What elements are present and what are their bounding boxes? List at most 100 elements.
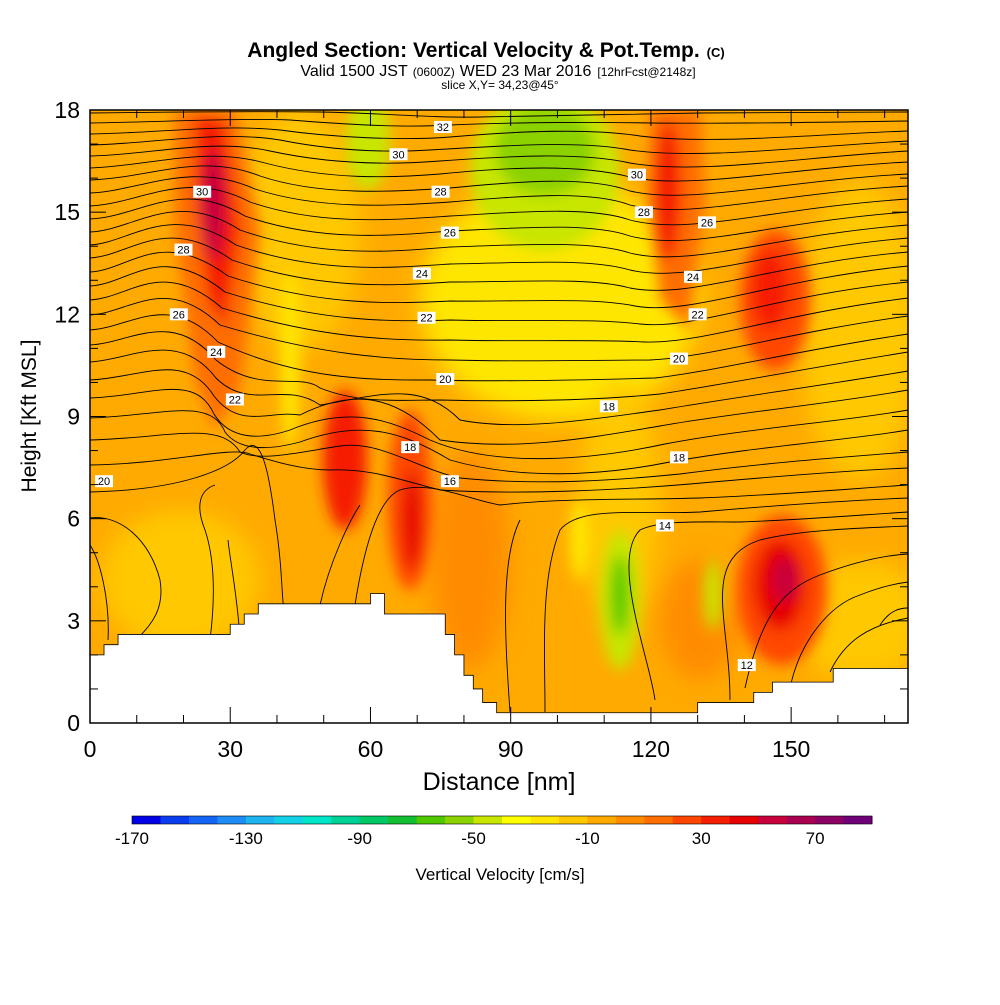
colorbar-swatch [729, 816, 759, 824]
contour-label: 24 [683, 270, 702, 284]
isentrope [90, 224, 908, 274]
contour-label-box [669, 352, 688, 365]
contour-label-text: 24 [416, 268, 428, 280]
y-axis-title: Height [Kft MSL] [18, 340, 41, 493]
plot-area: 32 30 30 30 28 28 28 26 26 26 24 24 24 22 22 22 20 20 20 18… [90, 110, 908, 723]
velocity-features [175, 110, 827, 670]
contour-label-text: 30 [196, 187, 208, 199]
contour-label: 22 [417, 311, 436, 325]
contour-label-text: 22 [229, 394, 241, 406]
field-patch [800, 180, 908, 480]
colorbar-swatch [644, 816, 674, 824]
contour-label-box [655, 519, 674, 532]
updraft-core [655, 120, 681, 260]
contour-label-box [433, 121, 452, 134]
chart-slice-label: slice X,Y= 34,23@45° [441, 78, 559, 92]
isentrope [90, 111, 908, 118]
colorbar-swatch [758, 816, 788, 824]
isentrope [90, 349, 908, 426]
colorbar-swatch [786, 816, 816, 824]
isentrope [199, 484, 216, 641]
contour-label-box [401, 441, 420, 454]
contour-label: 12 [737, 659, 756, 672]
contour-label-box [599, 400, 618, 413]
colorbar [131, 815, 873, 825]
contour-label-box [627, 168, 646, 181]
y-tick-label: 9 [67, 404, 80, 430]
chart-subtitle: Valid 1500 JST (0600Z) WED 23 Mar 2016 [12h… [300, 63, 695, 80]
contour-label: 26 [440, 226, 459, 240]
contour-label-text: 24 [210, 347, 222, 359]
colorbar-swatch [587, 816, 617, 824]
downdraft-core [570, 500, 590, 580]
isentrope [90, 118, 908, 127]
contour-label: 18 [599, 400, 618, 413]
contour-label-box [440, 226, 459, 239]
y-tick-label: 6 [67, 506, 80, 532]
contour-label-box [95, 475, 114, 488]
contour-label: 30 [389, 148, 408, 161]
contour-label: 26 [169, 308, 188, 321]
downdraft-core [704, 560, 722, 630]
contour-label-box [698, 216, 717, 229]
isentrope [90, 145, 908, 168]
field-patch [430, 450, 510, 670]
contour-label-text: 20 [673, 354, 685, 366]
contour-label-text: 32 [437, 122, 449, 134]
contour-label-box [431, 185, 450, 198]
contour-label-text: 16 [444, 476, 456, 488]
contour-label: 20 [95, 475, 114, 488]
contour-label: 20 [669, 352, 688, 366]
colorbar-swatch [132, 816, 161, 824]
updraft-core [402, 470, 422, 570]
colorbar-swatch [274, 816, 304, 824]
contour-label: 24 [207, 345, 226, 359]
colorbar-tick-label: -10 [575, 829, 600, 848]
isentrope [789, 581, 908, 689]
isentrope [319, 504, 361, 606]
velocity-field [100, 110, 908, 680]
contour-label-text: 26 [444, 228, 456, 240]
colorbar-frame [131, 815, 873, 825]
isentrope [90, 432, 908, 483]
isentrope [90, 410, 908, 475]
colorbar-swatch [160, 816, 190, 824]
isentrope [544, 497, 908, 713]
x-axis-title: Distance [nm] [423, 768, 576, 796]
isentrope [90, 176, 908, 210]
colorbar-swatch [815, 816, 845, 824]
colorbar-tick-label: -50 [461, 829, 486, 848]
updraft-core [201, 150, 225, 260]
contour-label-text: 26 [701, 217, 713, 229]
colorbar-swatch [502, 816, 531, 824]
updraft-core [773, 558, 797, 602]
colorbar-swatch [359, 816, 389, 824]
contour-label: 24 [412, 267, 431, 280]
isentrope [744, 553, 908, 689]
isentrope [90, 517, 162, 637]
isentrope [90, 155, 908, 182]
isentrope [349, 484, 908, 641]
contour-label-box [688, 308, 707, 321]
isentrope [90, 281, 908, 343]
downdraft-core [611, 555, 629, 635]
colorbar-swatch [302, 816, 332, 824]
updraft-core [752, 250, 788, 330]
colorbar-swatch [388, 816, 418, 824]
contour-label-text: 18 [404, 442, 416, 454]
axis-tick-labels: 0 30 60 90 120 150 0 3 6 9 12 15 18 [54, 97, 810, 762]
contour-label: 16 [440, 475, 459, 488]
contour-label-text: 30 [392, 149, 404, 161]
y-tick-label: 15 [54, 199, 80, 225]
contour-label-box [417, 311, 436, 324]
downdraft-core [346, 110, 390, 190]
isentrope [722, 525, 908, 701]
isentrope [90, 445, 291, 641]
colorbar-swatch [217, 816, 247, 824]
contour-label: 28 [174, 243, 193, 257]
contour-label-box [683, 270, 702, 283]
colorbar-swatch [558, 816, 588, 824]
axis-ticks [89, 109, 908, 724]
contour-label-box [634, 206, 653, 219]
contour-label-box [440, 475, 459, 488]
